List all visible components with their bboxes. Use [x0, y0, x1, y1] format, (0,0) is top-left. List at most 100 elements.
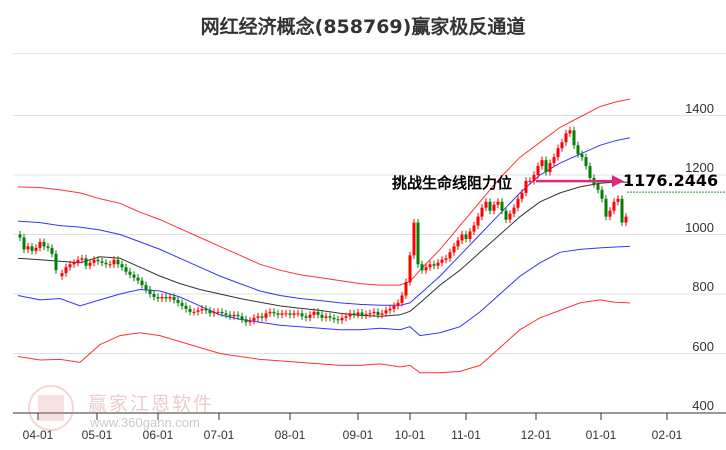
candle-up	[268, 311, 272, 314]
candle-down	[376, 311, 380, 315]
candle-down	[172, 296, 176, 300]
candle-up	[76, 259, 80, 263]
candle-down	[140, 280, 144, 286]
candle-up	[68, 264, 72, 268]
candle-up	[72, 262, 76, 265]
y-tick-label: 1000	[685, 219, 714, 235]
candle-up	[388, 308, 392, 311]
x-tick-label: 11-01	[451, 428, 481, 442]
candle-up	[532, 175, 536, 181]
candle-down	[188, 308, 192, 312]
candle-down	[164, 296, 168, 299]
candle-down	[580, 154, 584, 158]
candle-down	[156, 296, 160, 299]
candle-down	[46, 246, 50, 248]
x-tick-label: 02-01	[651, 428, 683, 442]
candle-up	[512, 207, 516, 214]
candle-up	[508, 213, 512, 220]
candle-down	[244, 319, 248, 323]
candle-down	[220, 311, 224, 314]
arrow-head-icon	[612, 175, 624, 188]
candle-down	[328, 316, 332, 318]
candle-down	[304, 316, 308, 318]
x-tick-label: 10-01	[394, 428, 426, 442]
candle-up	[616, 198, 620, 202]
candle-down	[600, 189, 604, 199]
candle-up	[520, 192, 524, 199]
mid-line-line	[17, 181, 630, 317]
candle-down	[584, 157, 588, 167]
candle-up	[196, 310, 200, 312]
candle-down	[148, 289, 152, 294]
candle-up	[556, 148, 560, 158]
candle-down	[588, 166, 592, 178]
resistance-value: 1176.2446	[623, 171, 719, 190]
candle-up	[26, 246, 30, 250]
watermark-url: www.360gann.com	[90, 415, 200, 430]
candle-down	[288, 313, 292, 315]
candle-up	[312, 311, 316, 315]
candle-up	[252, 317, 256, 321]
watermark-seal-inner	[38, 395, 64, 421]
candle-up	[324, 316, 328, 318]
candle-up	[408, 255, 412, 283]
candle-down	[180, 302, 184, 306]
candle-up	[264, 313, 268, 318]
candle-up	[492, 204, 496, 211]
candle-down	[50, 247, 54, 254]
candle-up	[484, 201, 488, 208]
candle-up	[384, 310, 388, 314]
chart-title: 网红经济概念(858769)赢家极反通道	[200, 16, 526, 38]
watermark-brand: 赢家江恩软件	[88, 393, 215, 415]
candle-up	[460, 234, 464, 241]
candle-down	[144, 285, 148, 290]
x-tick-label: 01-01	[585, 428, 617, 442]
candle-up	[456, 240, 460, 247]
candle-up	[624, 216, 628, 223]
x-tick-label: 12-01	[520, 428, 552, 442]
candle-down	[42, 241, 46, 247]
candle-down	[420, 264, 424, 271]
candle-up	[248, 320, 252, 323]
y-tick-label: 400	[692, 398, 714, 413]
candle-up	[380, 313, 384, 315]
candle-up	[280, 313, 284, 315]
candle-down	[136, 277, 140, 281]
candle-up	[568, 130, 572, 134]
candle-down	[204, 308, 208, 311]
candle-down	[84, 258, 88, 266]
candle-up	[112, 259, 116, 265]
candle-down	[620, 198, 624, 223]
candle-down	[272, 311, 276, 314]
y-tick-label: 1400	[685, 100, 714, 116]
candle-down	[208, 310, 212, 314]
candle-up	[216, 311, 220, 313]
x-tick-label: 05-01	[81, 428, 113, 442]
y-tick-label: 800	[692, 279, 714, 294]
candle-down	[132, 274, 136, 278]
candle-down	[184, 305, 188, 309]
candle-up	[64, 267, 68, 274]
outer-lower-band-line	[17, 299, 631, 374]
candle-up	[356, 312, 360, 315]
candle-down	[22, 237, 26, 250]
candle-up	[340, 317, 344, 321]
candle-up	[444, 258, 448, 260]
candle-down	[240, 316, 244, 320]
inner-lower-band-line	[17, 245, 631, 337]
candle-up	[564, 133, 568, 143]
candle-down	[416, 222, 420, 265]
candle-down	[488, 201, 492, 211]
candle-up	[560, 142, 564, 149]
candle-up	[612, 201, 616, 211]
candle-down	[104, 262, 108, 265]
candle-down	[596, 183, 600, 190]
candle-up	[192, 311, 196, 313]
candle-up	[348, 313, 352, 317]
candle-up	[412, 222, 416, 256]
candle-up	[496, 201, 500, 205]
candle-down	[604, 198, 608, 217]
candle-down	[54, 253, 58, 271]
candle-up	[38, 241, 42, 248]
candle-down	[360, 312, 364, 316]
